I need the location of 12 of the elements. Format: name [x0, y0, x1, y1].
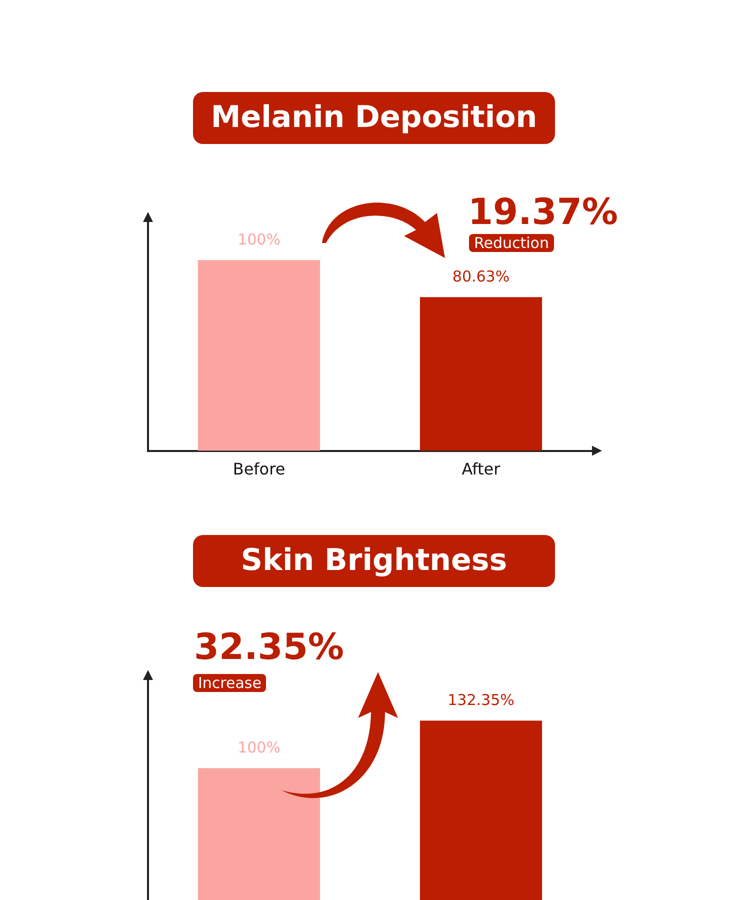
data-label: 80.63% [452, 267, 510, 286]
x-tick-label: Before [232, 460, 286, 479]
text: 32.35% [194, 627, 344, 668]
text: Increase [193, 674, 266, 692]
text: 19.37% [468, 192, 618, 233]
chart-title: Melanin Deposition [193, 92, 555, 144]
data-label: 132.35% [448, 691, 514, 709]
x-tick-label: After [462, 460, 501, 479]
text: Reduction [469, 234, 554, 252]
data-label: 100% [238, 230, 280, 249]
data-label: 100% [238, 738, 280, 757]
chart-title: Skin Brightness [193, 535, 555, 587]
